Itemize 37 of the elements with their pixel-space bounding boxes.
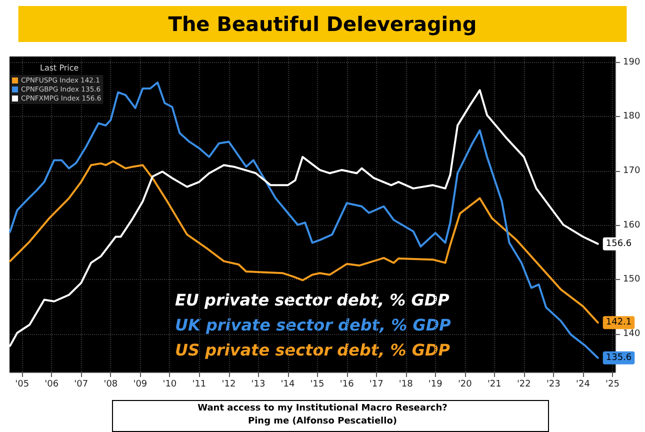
- x-tick-label: '24: [576, 380, 590, 390]
- x-tick-label: '15: [310, 380, 324, 390]
- data-label: 142.1: [606, 318, 632, 328]
- annotation: EU private sector debt, % GDP: [175, 290, 450, 310]
- data-label: 156.6: [606, 238, 632, 249]
- x-tick-label: '20: [458, 380, 472, 390]
- x-tick-label: '07: [74, 380, 88, 390]
- y-tick-label: 150: [623, 274, 640, 285]
- y-tick-label: 160: [623, 220, 640, 230]
- x-tick-label: '21: [487, 380, 502, 390]
- annotation: US private sector debt, % GDP: [175, 340, 450, 360]
- x-tick-label: '23: [546, 380, 560, 390]
- text: Ping me (Alfonso Pescatiello): [248, 416, 398, 426]
- x-tick-label: '17: [369, 380, 384, 390]
- chart-title: The Beautiful Deleveraging: [168, 12, 477, 36]
- legend-title: Last Price: [40, 64, 79, 72]
- x-tick-label: '12: [222, 380, 236, 390]
- x-tick-label: '22: [516, 380, 531, 390]
- x-tick-label: '14: [280, 380, 295, 390]
- data-label: 135.6: [606, 352, 632, 363]
- x-tick-label: '13: [251, 380, 266, 390]
- x-tick-label: '09: [133, 380, 148, 390]
- annotation: UK private sector debt, % GDP: [175, 316, 452, 334]
- x-tick-label: '19: [428, 380, 443, 390]
- x-tick-label: '18: [398, 380, 414, 390]
- y-tick-label: 140: [623, 328, 640, 339]
- x-tick-label: '08: [104, 380, 118, 390]
- x-tick-label: '05: [15, 380, 30, 390]
- x-tick-label: '11: [192, 380, 206, 390]
- text: Want access to my Institutional Macro Research?: [198, 404, 448, 414]
- x-tick-label: '06: [44, 380, 59, 390]
- x-tick-label: '25: [606, 380, 620, 390]
- y-tick-label: 190: [623, 57, 640, 68]
- y-tick-label: 180: [623, 112, 640, 122]
- x-tick-label: '10: [162, 380, 177, 390]
- x-tick-label: '16: [340, 380, 354, 390]
- y-tick-label: 170: [623, 166, 640, 176]
